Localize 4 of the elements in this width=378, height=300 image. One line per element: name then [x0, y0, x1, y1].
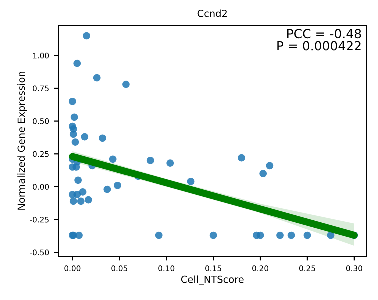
annotation: PCC = -0.48 P = 0.000422 [278, 29, 362, 51]
chart-title: Ccnd2 [198, 10, 227, 18]
x-axis-title: Cell_NTScore [181, 276, 244, 286]
y-axis-title: Normalized Gene Expression [18, 72, 28, 210]
